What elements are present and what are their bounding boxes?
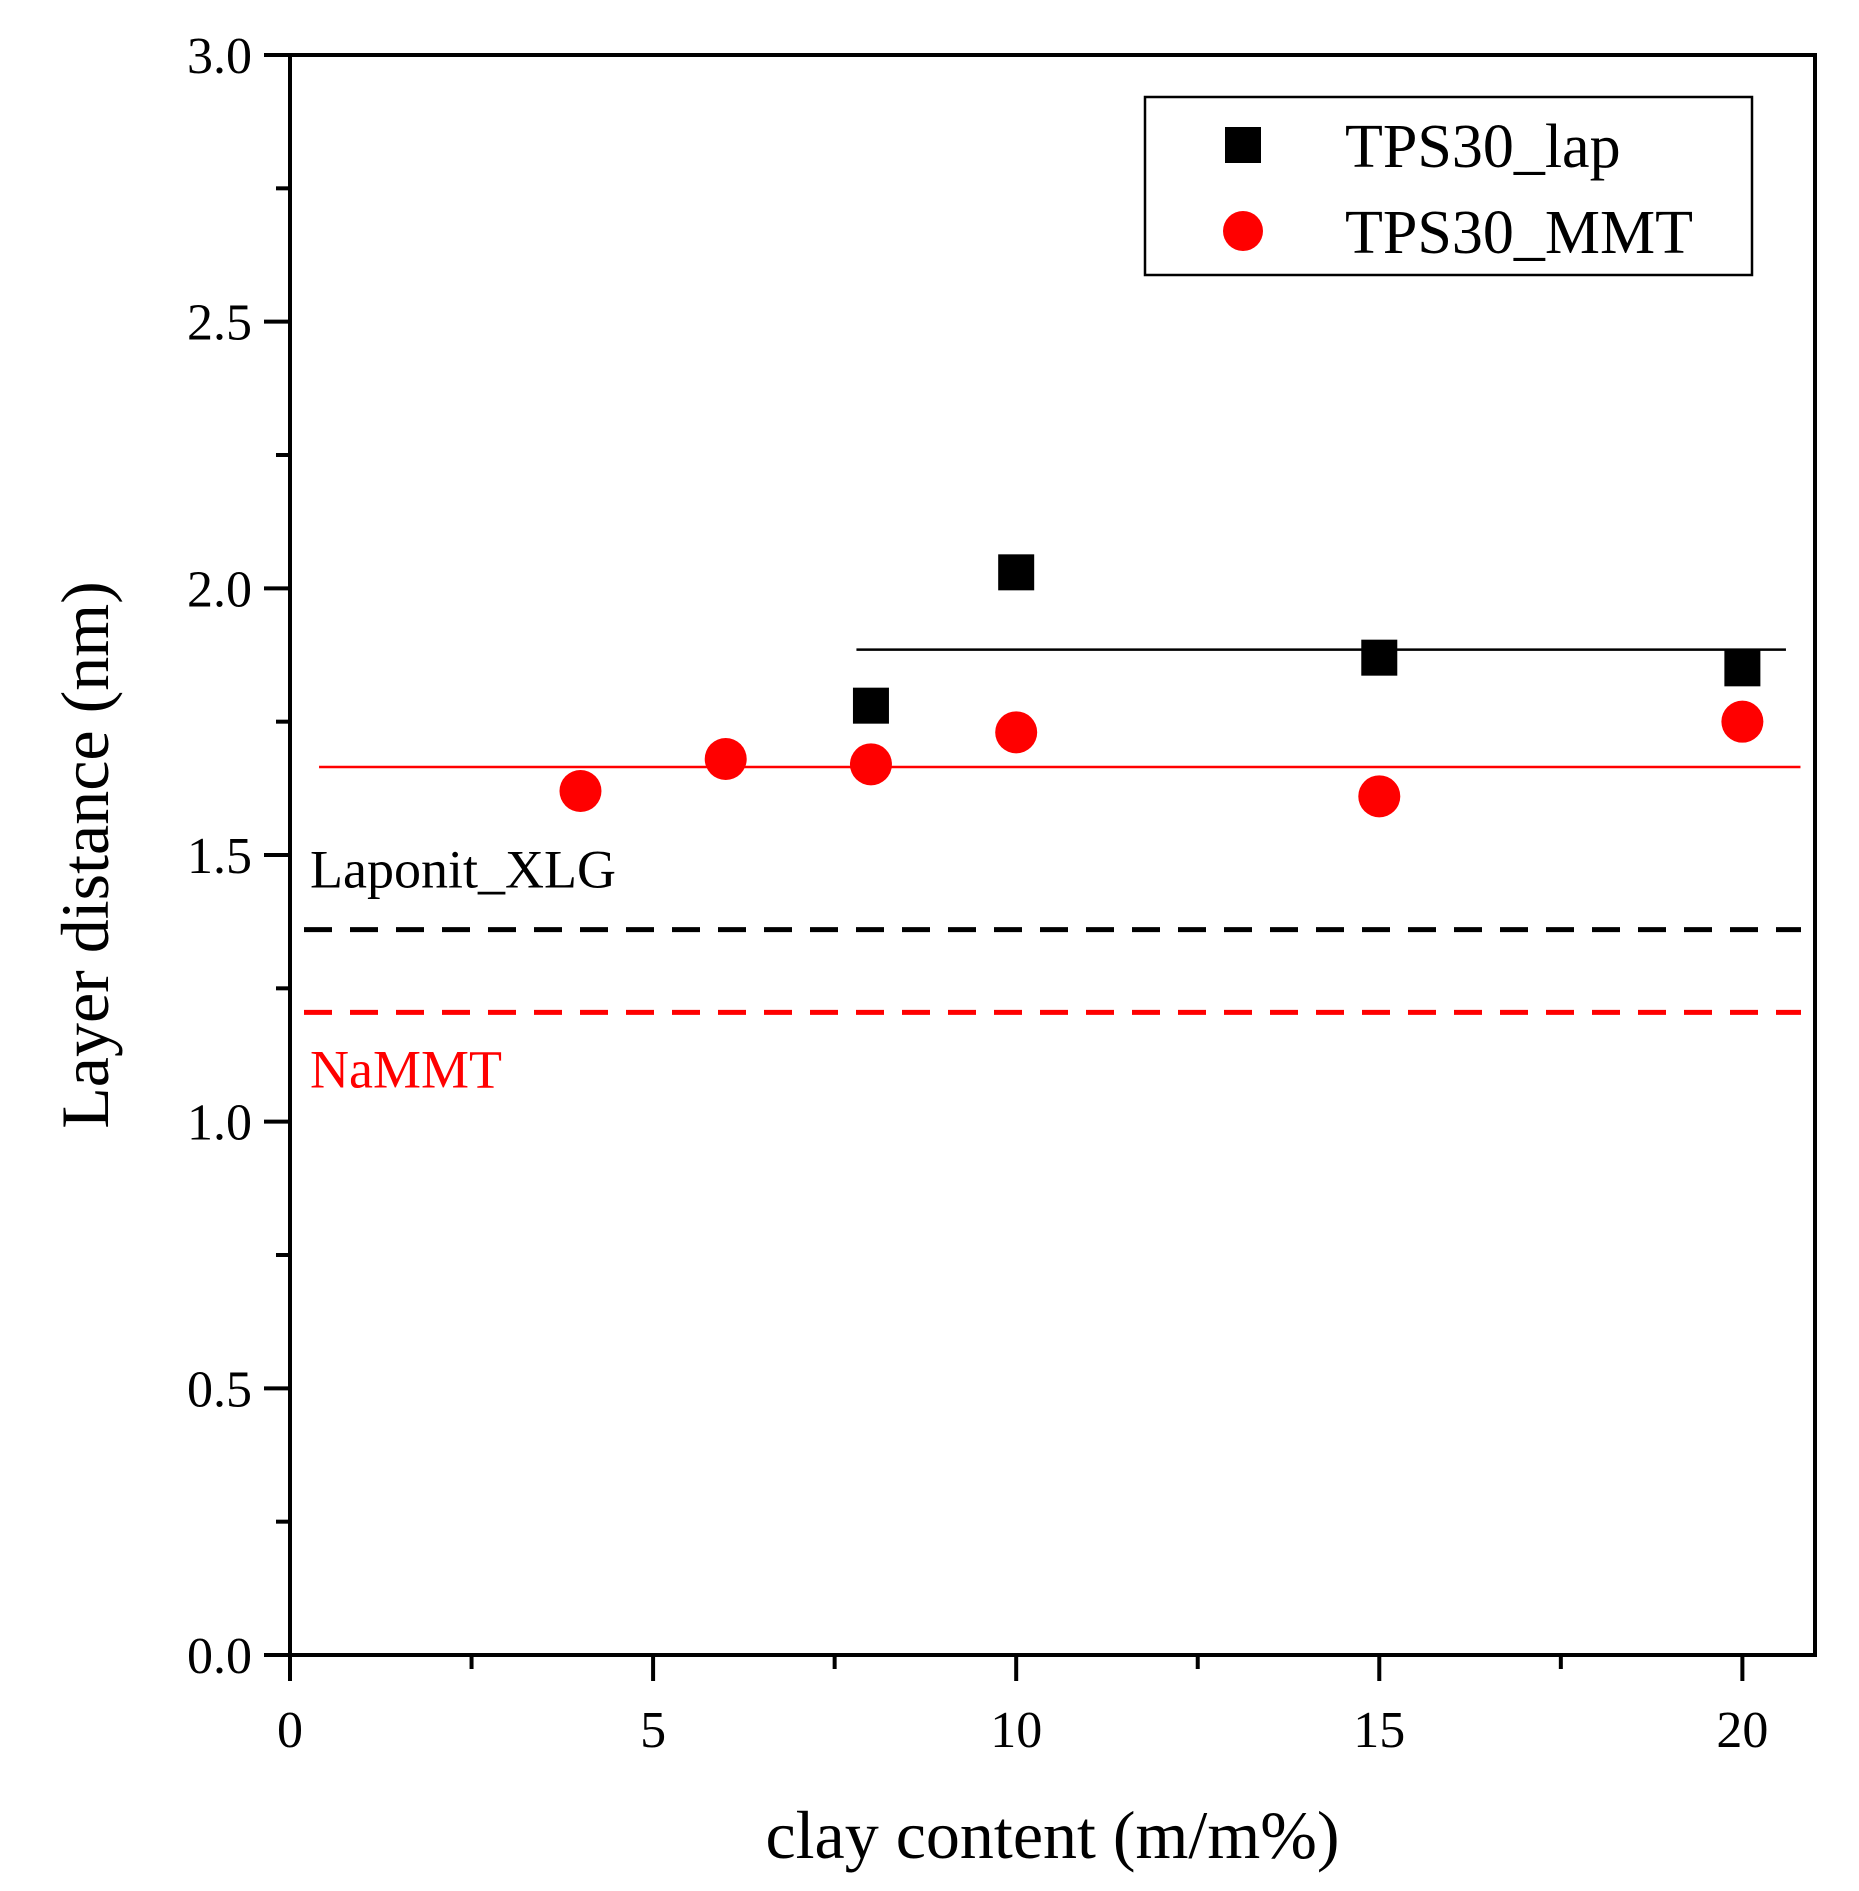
legend-label: TPS30_MMT [1345, 199, 1693, 267]
legend-marker-circle [1223, 211, 1263, 251]
reference-line-label: NaMMT [310, 1039, 502, 1099]
y-tick-label: 1.5 [187, 828, 252, 885]
data-point-square [998, 554, 1035, 591]
data-point-circle [704, 738, 747, 780]
y-tick-label: 3.0 [187, 28, 252, 85]
reference-line-label: Laponit_XLG [310, 840, 616, 900]
y-tick-label: 1.0 [187, 1095, 252, 1152]
y-tick-label: 2.5 [187, 295, 252, 352]
data-point-circle [995, 711, 1038, 754]
data-point-circle [1721, 700, 1764, 743]
legend-marker-square [1225, 127, 1261, 163]
x-tick-label: 5 [640, 1702, 666, 1759]
y-tick-label: 0.5 [187, 1361, 252, 1418]
x-axis-title: clay content (m/m%) [765, 1797, 1339, 1873]
legend-label: TPS30_lap [1345, 113, 1621, 181]
y-tick-label: 2.0 [187, 561, 252, 618]
y-tick-label: 0.0 [187, 1628, 252, 1685]
y-axis-title: Layer distance (nm) [47, 581, 123, 1129]
legend: TPS30_lap TPS30_MMT [1143, 95, 1754, 277]
data-point-square [852, 687, 889, 724]
x-tick-label: 20 [1716, 1702, 1768, 1759]
data-point-circle [849, 743, 892, 786]
data-point-circle [559, 770, 602, 812]
data-point-square [1724, 650, 1761, 687]
x-tick-label: 15 [1353, 1702, 1405, 1759]
x-tick-label: 10 [990, 1702, 1042, 1759]
data-point-circle [1358, 775, 1401, 818]
x-tick-label: 0 [277, 1702, 303, 1759]
data-point-square [1361, 639, 1398, 676]
